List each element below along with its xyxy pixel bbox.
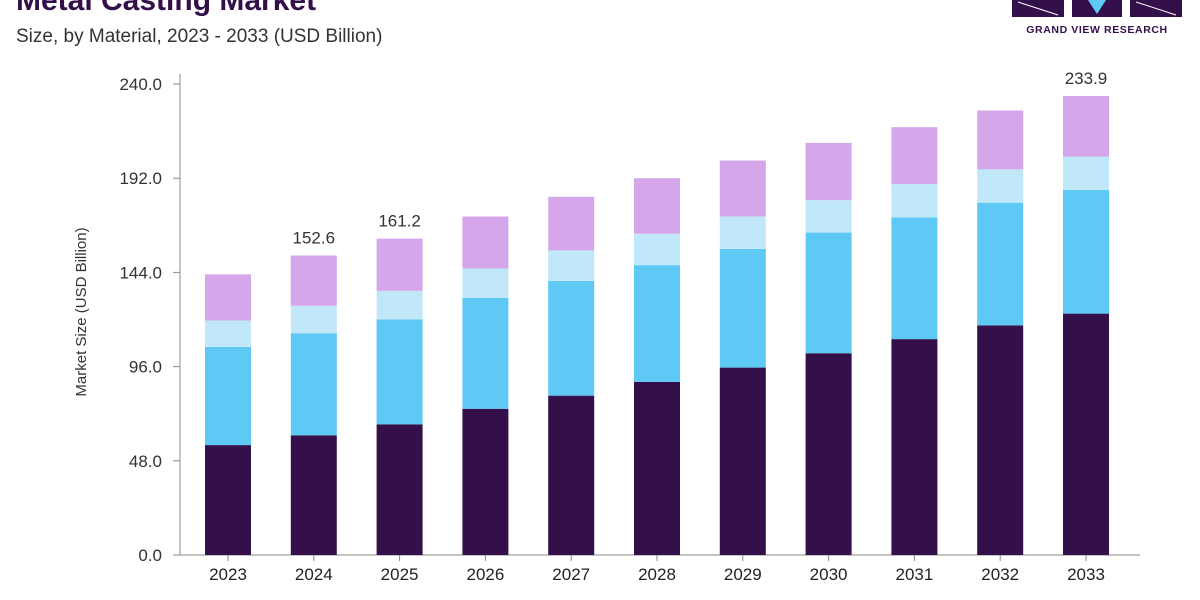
bar-segment (376, 424, 423, 555)
y-tick-label: 96.0 (129, 358, 162, 377)
x-tick-label: 2033 (1067, 565, 1105, 584)
x-tick-label: 2029 (724, 565, 762, 584)
chart-subtitle: Size, by Material, 2023 - 2033 (USD Bill… (16, 26, 383, 47)
x-tick-label: 2024 (295, 565, 333, 584)
bar-segment (805, 232, 852, 354)
bar-segment (977, 110, 1024, 170)
bar-segment (977, 169, 1024, 203)
bar-segment (376, 290, 423, 320)
bar-segment (634, 178, 680, 234)
bar-segment (1063, 189, 1109, 314)
y-tick-label: 48.0 (129, 452, 162, 471)
bar-segment (805, 353, 852, 555)
data-label: 233.9 (1065, 69, 1108, 88)
y-tick-label: 240.0 (119, 75, 162, 94)
bar-segment (977, 202, 1024, 326)
x-tick-label: 2023 (209, 565, 247, 584)
data-label: 161.2 (378, 212, 421, 231)
bar-segment (290, 255, 337, 306)
bar-segment (1063, 156, 1109, 190)
bar-segment (376, 238, 423, 291)
x-tick-label: 2028 (638, 565, 676, 584)
bar-segment (891, 217, 938, 340)
bar-segment (548, 395, 595, 555)
bar-segment (891, 339, 938, 555)
data-label: 152.6 (293, 229, 336, 248)
x-tick-label: 2027 (552, 565, 590, 584)
x-tick-label: 2030 (810, 565, 848, 584)
y-tick-label: 0.0 (138, 546, 162, 565)
bar-segment (1063, 313, 1109, 555)
bar-segment (1063, 95, 1109, 157)
x-tick-label: 2032 (981, 565, 1019, 584)
bar-segment (462, 268, 509, 298)
bar-segment (634, 381, 680, 555)
x-tick-label: 2025 (381, 565, 419, 584)
bar-segment (290, 435, 337, 555)
bar-segment (548, 196, 595, 251)
chart-title: Metal Casting Market (16, 0, 317, 17)
bar-segment (891, 184, 938, 218)
bar-segment (977, 325, 1024, 555)
bar-segment (205, 274, 251, 321)
bar-segment (376, 319, 423, 425)
bar-segment (719, 160, 766, 217)
x-tick-label: 2026 (466, 565, 504, 584)
bar-segment (805, 142, 852, 201)
bar-segment (205, 320, 251, 347)
x-tick-label: 2031 (895, 565, 933, 584)
bar-segment (719, 216, 766, 249)
bar-segment (290, 305, 337, 334)
y-axis-label: Market Size (USD Billion) (73, 227, 90, 396)
bar-segment (462, 216, 509, 269)
logo-text: GRAND VIEW RESEARCH (1026, 24, 1168, 36)
bar-segment (548, 280, 595, 396)
bar-segment (634, 265, 680, 382)
y-tick-label: 192.0 (119, 169, 162, 188)
bar-segment (462, 297, 509, 409)
bar-segment (805, 200, 852, 233)
bar-segment (290, 333, 337, 436)
bar-segment (634, 233, 680, 266)
logo-mark-icon (1012, 0, 1182, 17)
bar-segment (205, 445, 251, 555)
bar-segment (719, 367, 766, 555)
bar-segment (462, 408, 509, 555)
grand-view-research-logo: GRAND VIEW RESEARCH (1012, 0, 1182, 40)
bar-segment (548, 250, 595, 281)
y-tick-label: 144.0 (119, 263, 162, 282)
bar-segment (891, 127, 938, 185)
bar-segment (205, 346, 251, 446)
bar-segment (719, 248, 766, 368)
